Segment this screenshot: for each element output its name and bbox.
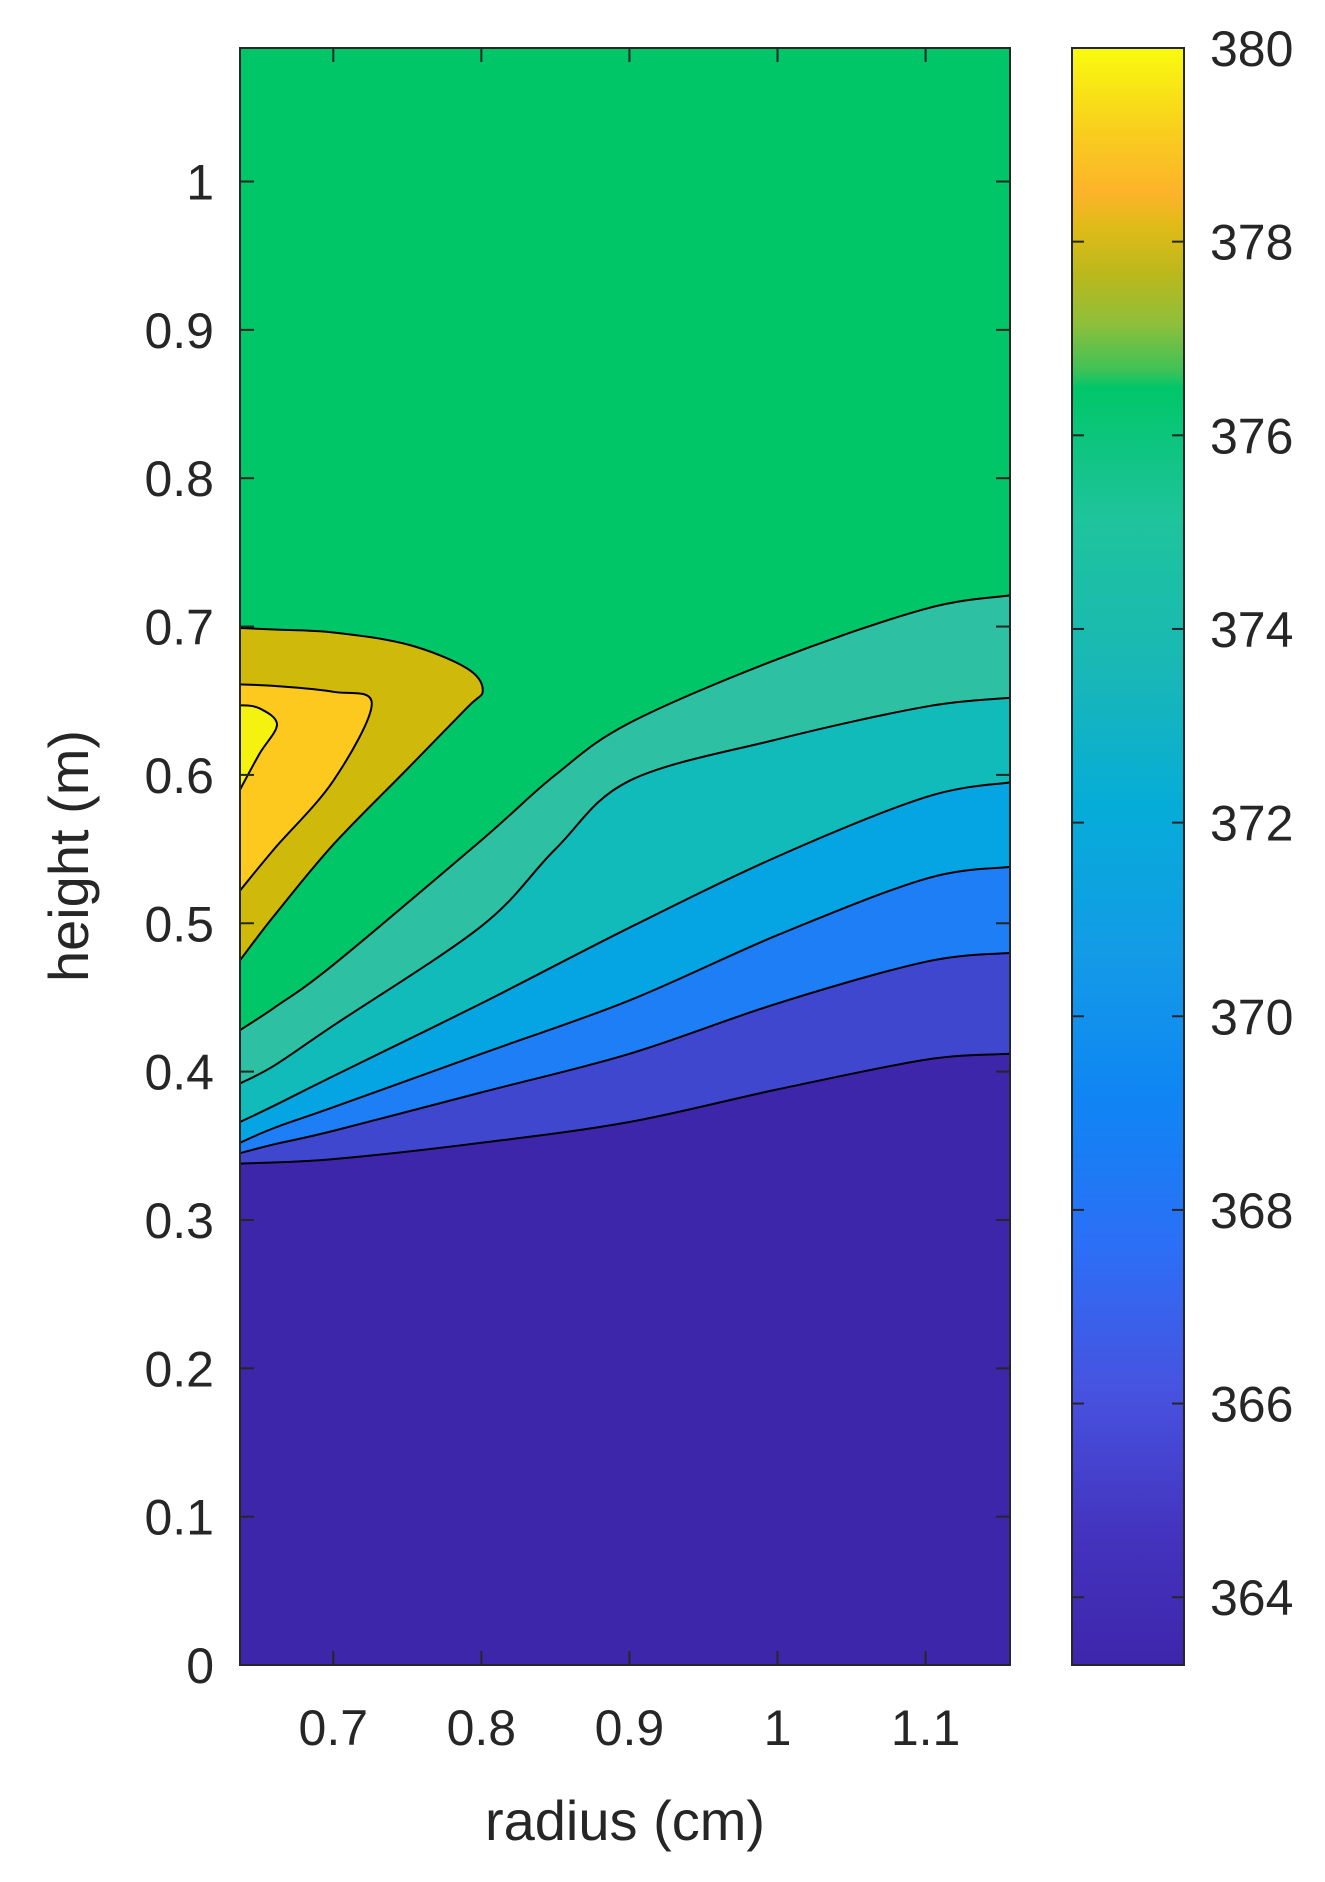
plot-frame <box>239 47 1011 1666</box>
colorbar-tick-label: 370 <box>1210 989 1293 1045</box>
contour-line-level-6 <box>240 594 1010 1031</box>
y-tick-label: 0.8 <box>144 451 214 507</box>
y-tick-label: 1 <box>186 155 214 211</box>
contour-line-level-4 <box>240 781 1010 1123</box>
x-tick-label: 0.8 <box>447 1700 517 1756</box>
y-tick-label: 0.3 <box>144 1193 214 1249</box>
y-tick-label: 0 <box>186 1638 214 1694</box>
contour-line-level-2 <box>240 951 1010 1155</box>
colorbar-tick-label: 378 <box>1210 215 1293 271</box>
colorbar-fill <box>1072 48 1184 1665</box>
colorbar-frame <box>1071 47 1185 1666</box>
y-axis-ticks: 0 0.1 0.2 0.3 0.4 0.5 0.6 0.7 0.8 0.9 1 <box>144 155 1010 1694</box>
y-tick-label: 0.1 <box>144 1490 214 1546</box>
x-axis-label: radius (cm) <box>485 1789 765 1852</box>
x-tick-label: 1.1 <box>891 1700 961 1756</box>
contour-line-level-3 <box>240 865 1010 1144</box>
y-tick-label: 0.9 <box>144 303 214 359</box>
contour-region-hotspot-inner <box>240 705 277 790</box>
x-axis-ticks: 0.7 0.8 0.9 1 1.1 <box>299 48 961 1756</box>
y-tick-label: 0.6 <box>144 748 214 804</box>
contour-band-level-1 <box>240 1053 1010 1665</box>
colorbar-tick-label: 368 <box>1210 1183 1293 1239</box>
y-tick-label: 0.7 <box>144 600 214 656</box>
y-tick-label: 0.4 <box>144 1045 214 1101</box>
colorbar-tick-label: 376 <box>1210 408 1293 464</box>
y-tick-label: 0.5 <box>144 896 214 952</box>
colorbar-tick-label: 380 <box>1210 21 1293 77</box>
x-tick-label: 0.9 <box>595 1700 665 1756</box>
contour-line-hotspot-middle <box>240 683 373 892</box>
contour-line-hotspot-inner <box>240 704 279 791</box>
contour-line-level-5 <box>240 696 1010 1085</box>
contour-line-hotspot-outer <box>240 627 484 961</box>
x-tick-label: 0.7 <box>299 1700 369 1756</box>
contour-fills <box>240 594 1010 1665</box>
colorbar-tick-label: 364 <box>1210 1570 1293 1626</box>
y-axis-label: height (m) <box>37 730 100 982</box>
colorbar-ticks: 364 366 368 370 372 374 376 378 380 <box>1072 21 1293 1626</box>
colorbar-tick-label: 372 <box>1210 796 1293 852</box>
x-tick-label: 1 <box>764 1700 792 1756</box>
colorbar: 364 366 368 370 372 374 376 378 380 <box>1071 21 1293 1666</box>
plot-area: 0.7 0.8 0.9 1 1.1 00.10.20.30.40.50.60.70.80… <box>144 47 1011 1756</box>
colorbar-tick-label: 374 <box>1210 602 1293 658</box>
contour-line-level-1 <box>240 1052 1010 1165</box>
colorbar-tick-label: 366 <box>1210 1377 1293 1433</box>
y-tick-label: 0.2 <box>144 1341 214 1397</box>
